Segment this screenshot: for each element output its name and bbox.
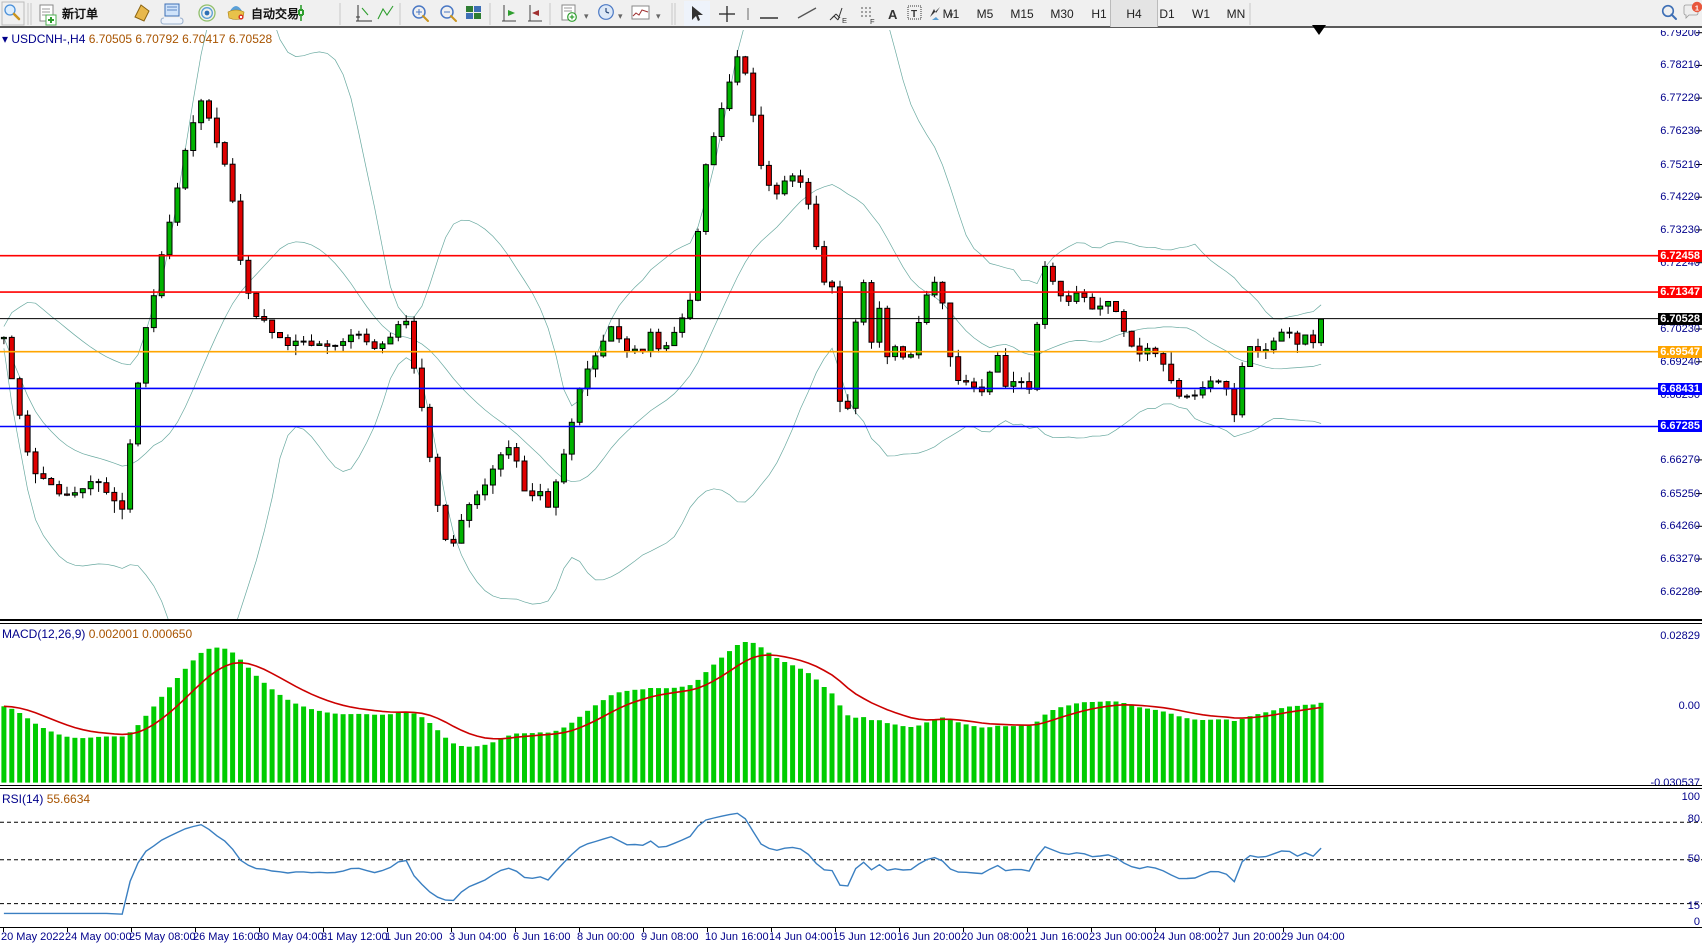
svg-text:1: 1 bbox=[1695, 3, 1699, 12]
